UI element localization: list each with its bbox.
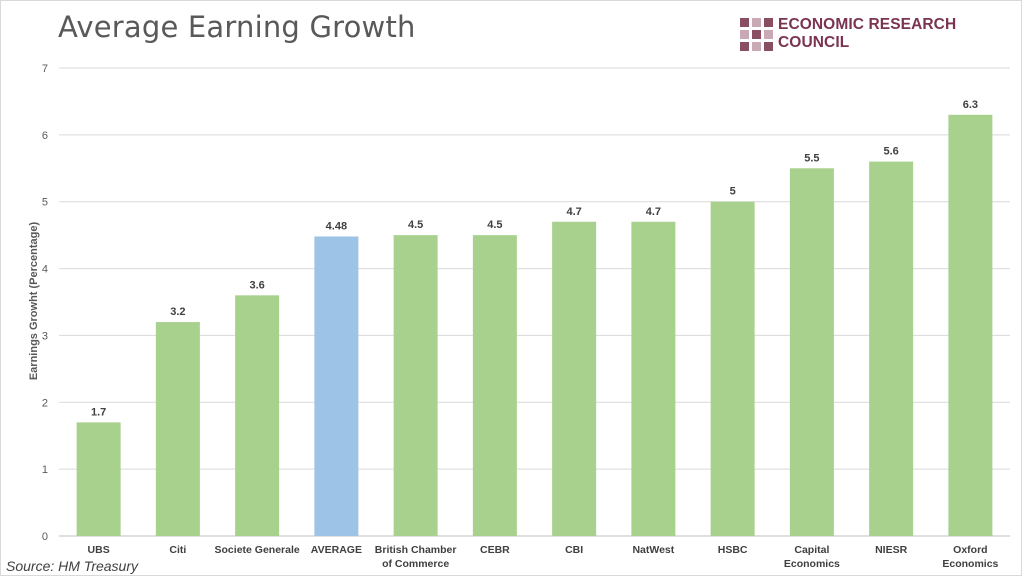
data-label: 6.3 [963, 99, 978, 111]
y-axis-ticks: 0 1 2 3 4 5 6 7 [42, 63, 48, 543]
y-tick-label: 5 [42, 197, 48, 209]
bars [76, 114, 993, 537]
logo-grid-icon [740, 17, 773, 51]
data-label: 4.5 [487, 219, 502, 231]
data-label: 4.7 [566, 206, 581, 218]
bar [472, 235, 517, 536]
x-tick-label: NIESR [875, 544, 908, 556]
data-label: 4.48 [326, 220, 347, 232]
x-tick-label: UBS [88, 544, 110, 556]
bar [235, 295, 280, 536]
y-tick-label: 7 [42, 63, 48, 75]
data-label: 3.6 [249, 279, 264, 291]
chart-title: Average Earning Growth [58, 10, 416, 44]
logo-text: ECONOMIC RESEARCH COUNCIL [778, 16, 957, 51]
y-tick-label: 0 [42, 531, 48, 543]
bar [948, 114, 993, 537]
y-tick-label: 2 [42, 397, 48, 409]
source-note: Source: HM Treasury [6, 558, 138, 574]
y-tick-label: 3 [42, 330, 48, 342]
data-label: 4.5 [408, 219, 423, 231]
x-tick-label: Societe Generale [215, 544, 300, 556]
bar [869, 161, 914, 536]
data-label: 4.7 [646, 206, 661, 218]
y-tick-label: 6 [42, 130, 48, 142]
x-tick-label: of Commerce [382, 558, 449, 570]
data-label: 5.6 [883, 146, 898, 158]
bar [76, 422, 121, 536]
y-tick-label: 4 [42, 264, 48, 276]
x-axis-ticks: UBS Citi Societe Generale AVERAGE British Ch… [88, 544, 999, 570]
y-axis-label: Earnings Growht (Percentage) [28, 222, 40, 381]
bar [314, 236, 359, 537]
logo: ECONOMIC RESEARCH COUNCIL [740, 16, 1024, 51]
data-label: 3.2 [170, 306, 185, 318]
data-labels: 1.7 3.2 3.6 4.48 4.5 4.5 4.7 4.7 5 5.5 5.6 6.3 [91, 99, 978, 419]
bar [155, 322, 200, 536]
x-tick-label: Oxford [953, 544, 987, 556]
bar [631, 221, 676, 536]
gridlines [59, 67, 1010, 537]
x-tick-label: NatWest [632, 544, 674, 556]
x-tick-label: Economics [942, 558, 998, 570]
x-tick-label: CBI [565, 544, 583, 556]
x-tick-label: AVERAGE [311, 544, 362, 556]
x-tick-label: Citi [169, 544, 186, 556]
y-tick-label: 1 [42, 464, 48, 476]
data-label: 5 [730, 186, 736, 198]
bar [789, 168, 834, 537]
data-label: 1.7 [91, 406, 106, 418]
bar [393, 235, 438, 536]
data-label: 5.5 [804, 152, 819, 164]
x-tick-label: CEBR [480, 544, 510, 556]
x-tick-label: Economics [784, 558, 840, 570]
bar [710, 201, 755, 536]
x-tick-label: Capital [794, 544, 829, 556]
x-tick-label: HSBC [718, 544, 748, 556]
x-tick-label: British Chamber [375, 544, 457, 556]
bar [552, 221, 597, 536]
